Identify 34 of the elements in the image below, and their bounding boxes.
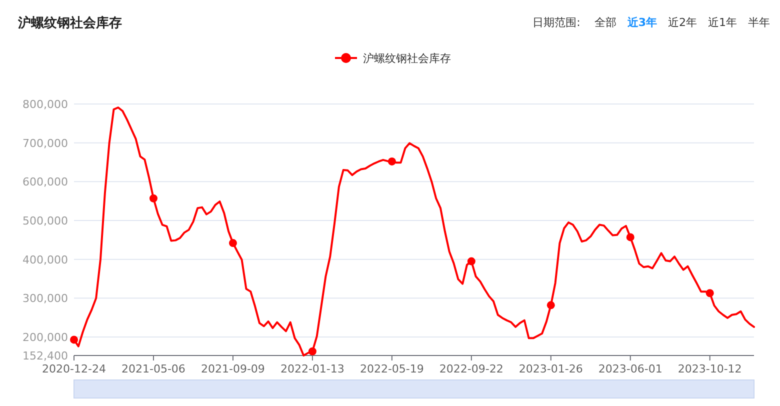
point (467, 257, 476, 266)
point (546, 301, 555, 310)
y-tick-label: 200,000 (22, 331, 68, 344)
legend-label: 沪螺纹钢社会库存 (363, 52, 451, 65)
point (228, 239, 237, 248)
x-tick-label: 2020-12-24 (42, 362, 106, 376)
text: 日期范围: (532, 16, 580, 29)
x-tick-label: 2021-05-06 (122, 362, 186, 376)
point (308, 347, 316, 356)
x-tick-label: 2022-05-19 (360, 362, 424, 376)
text: 全部 (594, 16, 616, 29)
text: 近3年 (626, 16, 657, 29)
text: 近1年 (708, 16, 737, 29)
x-tick-label: 2023-10-12 (678, 362, 742, 376)
x-tick-label: 2021-09-09 (200, 362, 265, 376)
point (706, 289, 714, 298)
point (626, 233, 634, 242)
text: 半年 (748, 16, 770, 29)
y-tick-label: 500,000 (22, 214, 68, 228)
x-tick-label: 2023-01-26 (518, 362, 583, 376)
y-tick-label: 600,000 (22, 176, 68, 189)
text: 近2年 (668, 16, 697, 29)
y-tick-label: 700,000 (22, 136, 68, 150)
x-tick-label: 2022-09-22 (439, 362, 504, 376)
point (149, 194, 158, 202)
y-tick-label: 300,000 (22, 292, 68, 306)
x-tick-label: 2022-01-13 (280, 362, 344, 376)
x-tick-label: 2023-06-01 (598, 362, 662, 376)
point (70, 336, 78, 344)
chart-title: 沪螺纹钢社会库存 (17, 15, 122, 31)
point (388, 157, 396, 166)
y-tick-label: 800,000 (22, 98, 68, 111)
y-tick-label: 400,000 (22, 253, 68, 266)
y-tick-label: 152,400 (22, 350, 68, 362)
